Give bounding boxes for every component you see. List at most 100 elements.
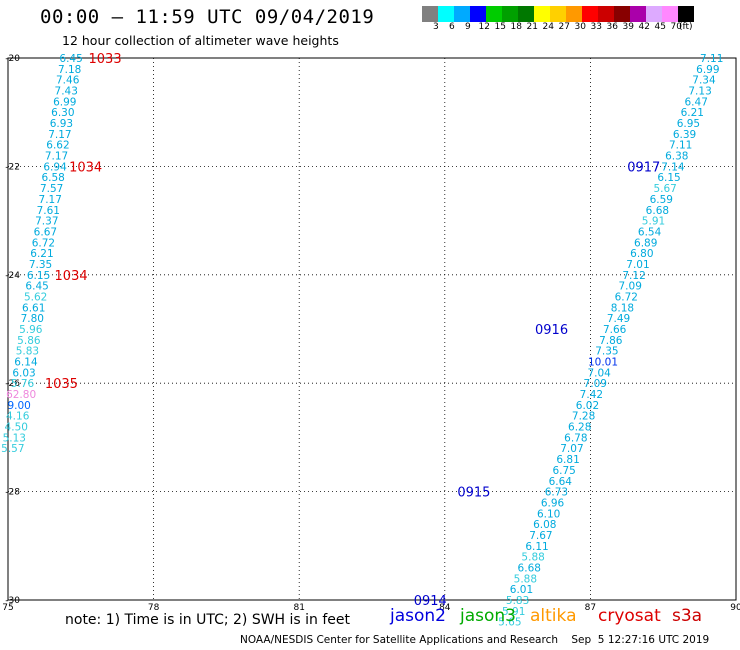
swh-value: 7.61	[37, 205, 60, 217]
swh-value: 7.04	[587, 367, 611, 379]
swh-value: 6.94	[43, 161, 67, 173]
swh-value: 7.35	[29, 259, 52, 271]
swh-value: 7.13	[688, 86, 711, 98]
swh-value: 6.62	[46, 140, 69, 152]
swh-value: 7.11	[669, 140, 692, 152]
color-scale-cell	[502, 6, 518, 22]
color-scale-tick: 30	[574, 22, 586, 32]
swh-value: 6.78	[564, 432, 587, 444]
swh-value: 6.81	[556, 454, 579, 466]
y-tick-label: -22	[5, 162, 20, 172]
swh-value: 7.86	[599, 335, 623, 347]
y-tick-label: -28	[5, 488, 20, 498]
color-scale-cell	[582, 6, 598, 22]
swh-value: 7.01	[626, 259, 649, 271]
swh-value: 5.76	[11, 378, 35, 390]
plot-frame	[7, 57, 737, 601]
color-scale-cell	[566, 6, 582, 22]
swh-value: 5.62	[24, 291, 47, 303]
swh-value: 6.15	[27, 270, 50, 282]
swh-value: 5.88	[514, 573, 537, 585]
swh-value: 6.21	[681, 107, 704, 119]
swh-value: 5.57	[1, 443, 24, 455]
swh-value: 6.02	[576, 400, 599, 412]
time-label: 0914	[414, 594, 447, 609]
swh-value: 7.17	[45, 151, 68, 163]
color-scale-cell	[646, 6, 662, 22]
x-tick-label: 75	[2, 603, 13, 613]
satellite-legend: jason2 jason3 altika cryosat s3a	[0, 606, 740, 628]
color-scale-tick: 27	[558, 22, 570, 32]
swh-value: 6.72	[615, 291, 638, 303]
color-scale-cell	[678, 6, 694, 22]
swh-value: 6.54	[638, 226, 662, 238]
swh-value: 6.38	[665, 151, 688, 163]
color-scale-tick: 24	[542, 22, 554, 32]
color-scale-tick: 33	[590, 22, 602, 32]
swh-value: 5.91	[642, 216, 665, 228]
swh-value: 6.01	[510, 584, 533, 596]
color-scale-cell	[614, 6, 630, 22]
swh-value: 6.21	[30, 248, 53, 260]
legend-item-altika: altika	[530, 606, 577, 626]
swh-value: 9.00	[7, 400, 30, 412]
swh-value: 6.45	[59, 53, 82, 65]
swh-value: 7.49	[607, 313, 630, 325]
swh-value: 7.80	[21, 313, 44, 325]
color-scale-tick: 15	[494, 22, 506, 32]
x-tick-label: 87	[585, 603, 596, 613]
time-label: 1034	[55, 269, 88, 284]
swh-value: 7.07	[560, 443, 583, 455]
swh-value: 6.89	[634, 237, 657, 249]
x-tick-label: 90	[730, 603, 740, 613]
swh-value: 5.67	[653, 183, 676, 195]
x-tick-label: 81	[293, 603, 304, 613]
swh-value: 6.39	[673, 129, 696, 141]
swh-value: 7.35	[595, 346, 618, 358]
color-scale-tick: 70	[670, 22, 682, 32]
swh-value: 62.80	[6, 389, 36, 401]
color-scale-tick: 12	[478, 22, 490, 32]
swh-value: 6.03	[12, 367, 35, 379]
swh-value: 7.11	[700, 53, 723, 65]
color-scale-cell	[662, 6, 678, 22]
color-scale-cell	[438, 6, 454, 22]
swh-value: 4.50	[5, 422, 28, 434]
swh-value: 7.43	[55, 86, 78, 98]
color-scale-tick: 36	[606, 22, 618, 32]
x-tick-label: 84	[439, 603, 451, 613]
swh-value: 5.65	[498, 617, 521, 629]
swh-value: 6.80	[630, 248, 653, 260]
swh-value: 5.96	[19, 324, 43, 336]
swh-value: 6.08	[533, 519, 556, 531]
footer-note: note: 1) Time is in UTC; 2) SWH is in fe…	[65, 612, 351, 628]
color-scale-tick: 39	[622, 22, 634, 32]
swh-value: 6.59	[650, 194, 673, 206]
legend-item-jason2: jason2	[390, 606, 446, 626]
swh-value: 6.96	[541, 497, 565, 509]
time-label: 0917	[627, 160, 660, 175]
color-scale-cell	[454, 6, 470, 22]
color-scale-cell	[470, 6, 486, 22]
color-scale-cell	[550, 6, 566, 22]
time-label: 1033	[89, 52, 122, 67]
swh-value: 6.30	[51, 107, 74, 119]
color-scale-tick: 9	[465, 22, 471, 32]
swh-value: 7.67	[529, 530, 552, 542]
swh-value: 5.83	[506, 595, 529, 607]
swh-value: 6.95	[677, 118, 700, 130]
x-tick-label: 78	[148, 603, 160, 613]
legend-item-cryosat: cryosat	[598, 606, 661, 626]
color-scale-tick: 18	[510, 22, 522, 32]
swh-value: 5.13	[3, 432, 26, 444]
swh-value: 5.86	[17, 335, 41, 347]
color-scale-cell	[630, 6, 646, 22]
swh-value: 7.09	[619, 281, 642, 293]
swh-value: 6.11	[525, 541, 548, 553]
swh-value: 6.75	[552, 465, 575, 477]
swh-value: 8.18	[611, 302, 634, 314]
time-label: 1034	[69, 160, 102, 175]
color-scale-cell	[518, 6, 534, 22]
swh-value: 6.72	[32, 237, 55, 249]
swh-value: 4.16	[6, 411, 30, 423]
